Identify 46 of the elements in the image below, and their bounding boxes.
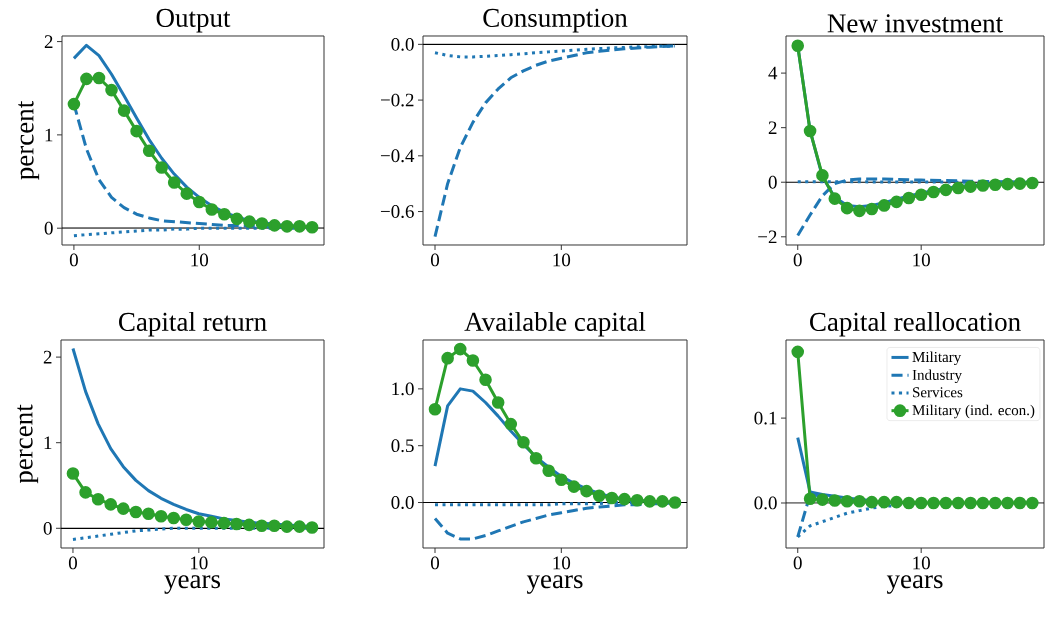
x-tick-label: 10 <box>913 556 930 570</box>
y-axis-title: percent <box>17 404 39 484</box>
chart-title: Available capital <box>464 311 646 337</box>
y-tick-label: −0.2 <box>380 93 414 107</box>
y-tick-label: 1.0 <box>392 382 414 396</box>
x-tick-label: 10 <box>190 556 208 570</box>
x-tick-label: 0 <box>430 556 440 570</box>
y-tick-label: −2 <box>758 230 777 244</box>
chart-title: Capital reallocation <box>810 311 1021 337</box>
chart-title: Capital return <box>119 311 267 337</box>
legend-label: Military (ind. econ.) <box>912 404 1035 419</box>
y-tick-label: 0 <box>44 221 53 235</box>
y-tick-label: 0.1 <box>754 411 777 425</box>
x-tick-label: 0 <box>430 253 440 267</box>
chart-title: New investment <box>827 14 1003 33</box>
y-tick-label: 0.0 <box>391 496 414 509</box>
y-tick-label: 0 <box>768 175 777 189</box>
y-tick-label: 1 <box>44 436 52 449</box>
legend-label: Military <box>912 351 962 366</box>
x-tick-label: 10 <box>553 253 571 267</box>
x-tick-label: 10 <box>913 253 930 267</box>
y-tick-label: 0.5 <box>391 439 414 453</box>
x-tick-label: 10 <box>191 253 209 267</box>
x-axis-title: years <box>886 575 943 594</box>
y-axis-title: percent <box>18 100 40 180</box>
legend-label: Industry <box>912 369 962 384</box>
x-tick-label: 10 <box>553 556 571 570</box>
y-tick-label: 0 <box>43 521 52 535</box>
x-tick-label: 0 <box>68 556 77 570</box>
x-tick-label: 0 <box>69 253 78 267</box>
y-tick-label: 0.0 <box>754 496 777 510</box>
y-tick-label: 0.0 <box>391 37 414 51</box>
y-tick-label: 1 <box>45 128 53 142</box>
x-tick-label: 0 <box>793 556 802 570</box>
chart-title: Consumption <box>483 8 628 33</box>
x-tick-label: 0 <box>793 253 802 267</box>
chart-title: Output <box>156 8 231 33</box>
y-tick-label: 2 <box>44 35 53 48</box>
y-tick-label: −0.6 <box>380 205 414 218</box>
x-axis-title: years <box>526 575 583 594</box>
y-tick-label: 2 <box>43 350 52 364</box>
x-axis-title: years <box>164 575 221 594</box>
y-tick-label: 2 <box>768 121 777 134</box>
legend-label: Services <box>913 387 963 398</box>
y-tick-label: 4 <box>768 66 778 80</box>
y-tick-label: −0.4 <box>380 149 415 163</box>
